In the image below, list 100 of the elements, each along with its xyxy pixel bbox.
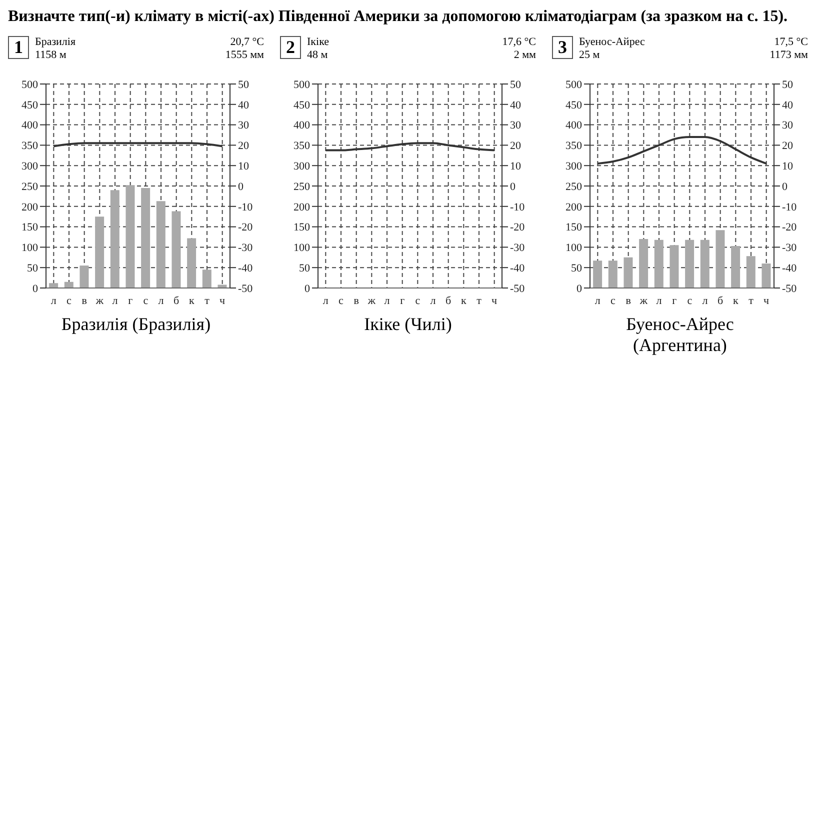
y2-tick-label: -50 bbox=[782, 282, 798, 295]
bar bbox=[670, 245, 679, 288]
y-tick-label: 500 bbox=[22, 78, 38, 91]
text: 1158 м bbox=[35, 49, 68, 62]
text: Бразилія bbox=[35, 36, 77, 49]
x-tick-label: с bbox=[687, 294, 692, 307]
x-tick-label: б bbox=[718, 294, 724, 307]
bar bbox=[731, 246, 740, 288]
bar bbox=[95, 216, 104, 288]
text: 17,5 °C bbox=[773, 36, 808, 49]
y2-tick-label: 30 bbox=[782, 120, 794, 132]
y-tick-label: 150 bbox=[566, 222, 582, 234]
bar bbox=[685, 240, 694, 288]
x-tick-label: т bbox=[476, 294, 482, 307]
text: 1173 мм bbox=[770, 49, 808, 62]
y-tick-label: 450 bbox=[22, 99, 38, 112]
y-tick-label: 250 bbox=[294, 180, 310, 193]
y-tick-label: 250 bbox=[22, 180, 38, 193]
y-tick-label: 150 bbox=[22, 222, 38, 234]
y-tick-label: 300 bbox=[566, 160, 582, 173]
bar bbox=[49, 283, 58, 288]
y2-tick-label: -10 bbox=[782, 201, 798, 214]
y2-tick-label: 20 bbox=[238, 140, 250, 152]
y-tick-label: 300 bbox=[294, 160, 310, 173]
y2-tick-label: 40 bbox=[238, 99, 250, 112]
y-tick-label: 50 bbox=[571, 262, 582, 275]
x-tick-label: л bbox=[322, 294, 329, 307]
bar bbox=[187, 238, 196, 288]
y2-tick-label: 30 bbox=[238, 120, 250, 132]
y-tick-label: 50 bbox=[27, 262, 38, 275]
x-tick-label: ч bbox=[492, 294, 498, 307]
x-tick-label: т bbox=[204, 294, 210, 307]
y-tick-label: 50 bbox=[299, 262, 310, 275]
y2-tick-label: 10 bbox=[510, 160, 522, 173]
bar bbox=[624, 257, 633, 288]
x-tick-label: л bbox=[430, 294, 436, 307]
text: 17,6 °C bbox=[502, 36, 536, 49]
line-series bbox=[324, 142, 496, 152]
x-tick-label: в bbox=[354, 294, 359, 307]
y-tick-label: 0 bbox=[576, 282, 582, 295]
y2-tick-label: 10 bbox=[238, 160, 250, 173]
text: 1555 мм bbox=[225, 49, 264, 62]
bar bbox=[654, 240, 664, 288]
text: 2 мм bbox=[512, 49, 536, 62]
y-tick-label: 100 bbox=[294, 242, 310, 254]
y-tick-label: 350 bbox=[566, 140, 582, 152]
x-tick-label: к bbox=[188, 294, 195, 307]
x-tick-label: ч bbox=[764, 294, 770, 307]
bar bbox=[218, 284, 227, 288]
y2-tick-label: 50 bbox=[782, 78, 794, 91]
bar bbox=[110, 190, 120, 288]
y2-tick-label: -40 bbox=[782, 262, 798, 275]
y-tick-label: 500 bbox=[566, 78, 582, 91]
bar bbox=[608, 260, 618, 288]
bar bbox=[202, 270, 212, 288]
x-tick-label: ж bbox=[94, 294, 104, 307]
y-tick-label: 100 bbox=[566, 242, 582, 254]
x-tick-label: ж bbox=[638, 294, 648, 307]
y2-tick-label: 30 bbox=[510, 120, 522, 132]
y-tick-label: 300 bbox=[22, 160, 38, 173]
x-tick-label: л bbox=[50, 294, 57, 307]
x-tick-label: л bbox=[594, 294, 601, 307]
bar bbox=[700, 240, 710, 288]
text: 20,7 °C bbox=[229, 36, 264, 49]
x-tick-label: ч bbox=[220, 294, 226, 307]
text: 1 bbox=[8, 36, 29, 59]
text: Визначте тип(-и) клімату в місті(-ах) Південної Америки за допомогою кліматодіаграм (за зразком на с. 15). bbox=[8, 8, 789, 26]
text: 25 м bbox=[579, 49, 601, 62]
y-tick-label: 200 bbox=[294, 201, 310, 214]
bar bbox=[126, 185, 135, 288]
y2-tick-label: -40 bbox=[510, 262, 526, 275]
x-tick-label: с bbox=[415, 294, 420, 307]
x-tick-label: г bbox=[400, 294, 406, 307]
y-tick-label: 350 bbox=[22, 140, 38, 152]
x-tick-label: к bbox=[460, 294, 467, 307]
y-tick-label: 400 bbox=[566, 120, 582, 132]
y-tick-label: 250 bbox=[566, 180, 582, 193]
y2-tick-label: -30 bbox=[782, 242, 798, 254]
y2-tick-label: 50 bbox=[238, 78, 250, 91]
x-tick-label: с bbox=[338, 294, 344, 307]
text: 3 bbox=[552, 36, 573, 59]
y-tick-label: 450 bbox=[566, 99, 582, 112]
x-tick-label: б bbox=[174, 294, 180, 307]
y2-tick-label: 0 bbox=[510, 180, 516, 193]
bar bbox=[716, 230, 725, 288]
text: Ікіке bbox=[307, 36, 330, 49]
y-tick-label: 100 bbox=[22, 242, 38, 254]
y2-tick-label: -20 bbox=[510, 222, 526, 234]
x-tick-label: к bbox=[732, 294, 739, 307]
x-axis-title: Буенос-Айрес (Аргентина) bbox=[625, 313, 735, 356]
y-tick-label: 200 bbox=[22, 201, 38, 214]
text: Буенос-Айрес bbox=[579, 36, 646, 49]
bar bbox=[639, 239, 648, 288]
y2-tick-label: 50 bbox=[510, 78, 522, 91]
y-tick-label: 450 bbox=[294, 99, 310, 112]
y2-tick-label: 40 bbox=[510, 99, 522, 112]
x-tick-label: в bbox=[82, 294, 87, 307]
text: 2 bbox=[280, 36, 301, 59]
y2-tick-label: 10 bbox=[782, 160, 794, 173]
y-tick-label: 0 bbox=[304, 282, 310, 295]
